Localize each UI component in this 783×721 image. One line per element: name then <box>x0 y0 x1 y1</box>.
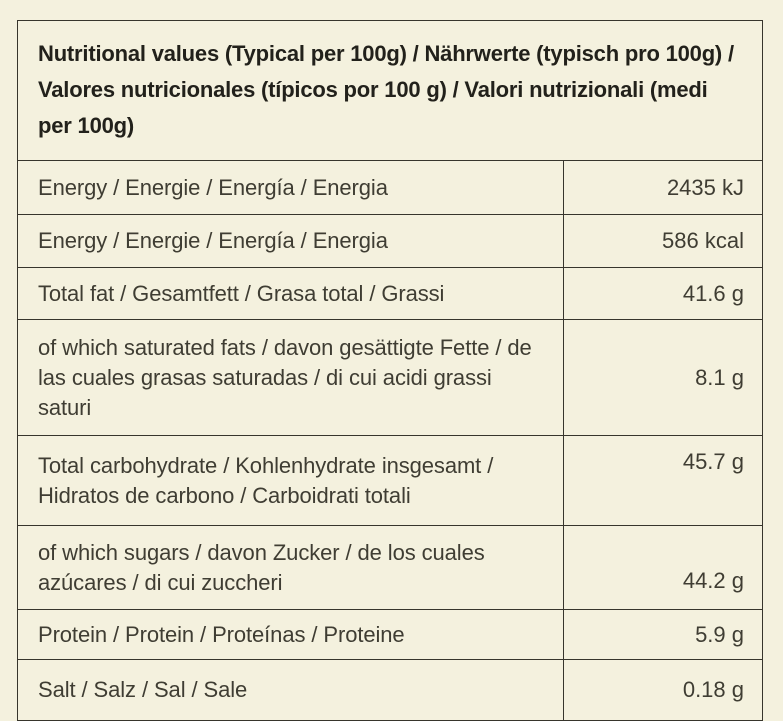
nutrient-value: 45.7 g <box>682 449 744 474</box>
table-row: Protein / Protein / Proteínas / Proteine… <box>18 610 762 660</box>
nutrient-label: of which sugars / davon Zucker / de los … <box>18 526 564 609</box>
table-row: Energy / Energie / Energía / Energia 586… <box>18 215 762 268</box>
nutrient-label: Salt / Salz / Sal / Sale <box>18 660 564 720</box>
nutrient-value: 44.2 g <box>682 568 744 593</box>
nutrition-facts-table: Nutritional values (Typical per 100g) / … <box>17 20 763 721</box>
table-row: Total carbohydrate / Kohlenhydrate insge… <box>18 436 762 526</box>
nutrient-value: 586 kcal <box>662 228 744 253</box>
nutrient-value: 8.1 g <box>695 364 744 390</box>
table-body: Energy / Energie / Energía / Energia 243… <box>18 161 762 720</box>
nutrient-value: 2435 kJ <box>666 174 744 200</box>
nutrient-label: Total carbohydrate / Kohlenhydrate insge… <box>18 436 564 525</box>
table-row: Total fat / Gesamtfett / Grasa total / G… <box>18 268 762 320</box>
nutrient-value: 0.18 g <box>682 677 744 702</box>
table-title: Nutritional values (Typical per 100g) / … <box>18 21 762 161</box>
nutrient-value: 5.9 g <box>695 621 744 647</box>
nutrient-label: Total fat / Gesamtfett / Grasa total / G… <box>18 268 564 319</box>
table-row: of which sugars / davon Zucker / de los … <box>18 526 762 610</box>
nutrient-label: Energy / Energie / Energía / Energia <box>18 161 564 214</box>
nutrient-value: 41.6 g <box>682 280 744 306</box>
nutrient-label: of which saturated fats / davon gesättig… <box>18 320 564 435</box>
nutrient-label: Protein / Protein / Proteínas / Proteine <box>18 610 564 659</box>
table-row: of which saturated fats / davon gesättig… <box>18 320 762 436</box>
table-row: Energy / Energie / Energía / Energia 243… <box>18 161 762 215</box>
nutrient-label: Energy / Energie / Energía / Energia <box>18 215 564 267</box>
table-row: Salt / Salz / Sal / Sale 0.18 g <box>18 660 762 720</box>
